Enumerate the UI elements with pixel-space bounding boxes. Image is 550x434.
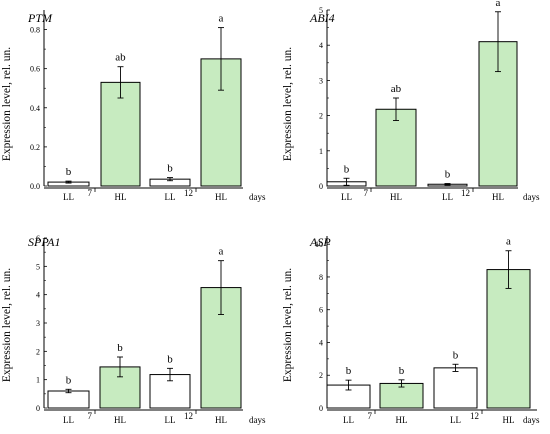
group-label: 7	[368, 411, 373, 421]
bar	[100, 81, 141, 187]
y-tick-label: 1	[36, 376, 40, 385]
y-tick-label: 0	[36, 404, 40, 413]
significance-label: b	[445, 169, 451, 181]
y-tick-label: 3	[36, 319, 40, 328]
x-category-label: HL	[215, 192, 227, 202]
significance-label: b	[66, 374, 72, 386]
y-tick-label: 0.8	[30, 26, 40, 35]
group-label: 7	[88, 411, 93, 421]
x-category-label: HL	[396, 415, 408, 425]
panel-ptm: PTM Expression level, rel. un. days 0.0 0…	[1, 10, 266, 202]
x-category-label: HL	[390, 192, 402, 202]
group-label: 7	[88, 188, 93, 198]
y-axis-label: Expression level, rel. un.	[1, 268, 13, 382]
y-tick-label: 0.0	[30, 182, 40, 191]
panel-asp: ASP Expression level, rel. un. days 0 2 4 6…	[282, 235, 540, 425]
y-tick-label: 0	[319, 182, 323, 191]
y-tick-label: 0.6	[30, 65, 40, 74]
y-tick-label: 0.2	[30, 143, 40, 152]
panel-title: ABI4	[309, 11, 335, 25]
significance-label: b	[399, 365, 405, 377]
y-tick-label: 6	[36, 234, 40, 243]
y-tick-label: 4	[36, 291, 40, 300]
x-category-label: HL	[115, 192, 127, 202]
group-label: 12	[461, 188, 470, 198]
x-category-label: LL	[450, 415, 461, 425]
y-tick-label: 10	[315, 240, 323, 249]
y-tick-label: 2	[319, 371, 323, 380]
significance-label: a	[506, 236, 511, 248]
significance-label: b	[117, 342, 123, 354]
y-axis-label: Expression level, rel. un.	[282, 47, 294, 161]
y-tick-label: 4	[319, 338, 323, 347]
y-tick-label: 2	[36, 347, 40, 356]
x-category-label: LL	[343, 415, 354, 425]
bar	[379, 382, 424, 409]
significance-label: ab	[115, 52, 126, 64]
x-category-label: HL	[215, 415, 227, 425]
significance-label: a	[496, 0, 501, 9]
y-tick-label: 3	[319, 76, 323, 85]
y-tick-label: 2	[319, 112, 323, 121]
y-tick-label: 8	[319, 273, 323, 282]
significance-label: b	[453, 349, 459, 361]
y-tick-label: 0	[319, 404, 323, 413]
panel-title: ASP	[309, 235, 331, 249]
x-category-label: HL	[492, 192, 504, 202]
y-tick-label: 5	[319, 6, 323, 15]
significance-label: b	[66, 166, 72, 178]
significance-label: a	[219, 246, 224, 258]
x-axis-label: days	[249, 415, 266, 425]
y-axis-label: Expression level, rel. un.	[282, 268, 294, 382]
x-category-label: LL	[63, 192, 74, 202]
bar	[486, 269, 531, 409]
x-category-label: LL	[442, 192, 453, 202]
panel-abi4: ABI4 Expression level, rel. un. days 012…	[282, 0, 540, 202]
x-category-label: LL	[165, 192, 176, 202]
x-category-label: LL	[341, 192, 352, 202]
group-label: 12	[184, 188, 193, 198]
y-tick-label: 1	[319, 147, 323, 156]
x-axis-label: days	[249, 192, 266, 202]
panel-sppa1: SPPA1 Expression level, rel. un. days 01…	[1, 234, 266, 425]
bar	[433, 367, 478, 409]
significance-label: ab	[391, 83, 402, 95]
panel-title: PTM	[27, 11, 53, 25]
group-label: 12	[184, 411, 193, 421]
significance-label: b	[344, 163, 350, 175]
group-label: 7	[364, 188, 369, 198]
significance-label: a	[219, 13, 224, 25]
x-category-label: HL	[114, 415, 126, 425]
x-category-label: HL	[503, 415, 515, 425]
x-axis-label: days	[523, 415, 540, 425]
significance-label: b	[167, 353, 173, 365]
y-tick-label: 5	[36, 262, 40, 271]
y-axis-label: Expression level, rel. un.	[1, 47, 13, 161]
significance-label: b	[346, 365, 352, 377]
x-category-label: LL	[165, 415, 176, 425]
y-tick-label: 6	[319, 306, 323, 315]
x-axis-label: days	[523, 192, 540, 202]
y-tick-label: 0.4	[30, 104, 40, 113]
bar	[47, 390, 90, 409]
significance-label: b	[167, 163, 173, 175]
x-category-label: LL	[63, 415, 74, 425]
group-label: 12	[470, 411, 479, 421]
y-tick-label: 4	[319, 41, 323, 50]
